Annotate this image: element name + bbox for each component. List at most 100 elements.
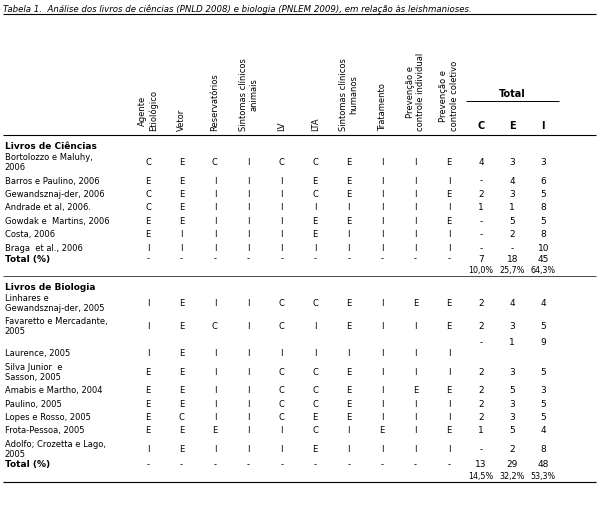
Text: I: I [381, 299, 383, 308]
Text: E: E [380, 427, 384, 436]
Text: E: E [313, 176, 318, 185]
Text: 25,7%: 25,7% [500, 266, 525, 275]
Text: I: I [414, 350, 417, 359]
Text: I: I [214, 445, 216, 454]
Text: I: I [214, 217, 216, 226]
Text: E: E [179, 158, 184, 167]
Text: I: I [281, 427, 283, 436]
Text: I: I [414, 190, 417, 199]
Text: 1: 1 [509, 203, 515, 212]
Text: I: I [214, 299, 216, 308]
Text: I: I [448, 400, 450, 409]
Text: 5: 5 [509, 386, 515, 395]
Text: 3: 3 [509, 413, 515, 422]
Text: I: I [281, 190, 283, 199]
Text: 5: 5 [509, 217, 515, 226]
Text: Amabis e Martho, 2004: Amabis e Martho, 2004 [5, 386, 102, 395]
Text: 3: 3 [540, 386, 546, 395]
Text: I: I [281, 445, 283, 454]
Text: 2: 2 [478, 400, 484, 409]
Text: 3: 3 [540, 158, 546, 167]
Text: E: E [179, 350, 184, 359]
Text: C: C [212, 158, 218, 167]
Text: I: I [381, 217, 383, 226]
Text: 53,3%: 53,3% [531, 472, 556, 481]
Text: -: - [146, 254, 150, 263]
Text: C: C [279, 413, 285, 422]
Text: E: E [179, 400, 184, 409]
Text: I: I [214, 190, 216, 199]
Text: C: C [312, 190, 318, 199]
Text: Livros de Biologia: Livros de Biologia [5, 283, 96, 292]
Text: E: E [346, 176, 351, 185]
Text: -: - [479, 338, 483, 347]
Text: LV: LV [277, 121, 287, 131]
Text: E: E [447, 190, 451, 199]
Text: I: I [247, 299, 250, 308]
Text: 10: 10 [537, 244, 549, 253]
Text: I: I [247, 158, 250, 167]
Text: 3: 3 [509, 158, 515, 167]
Text: 4: 4 [540, 299, 546, 308]
Text: C: C [212, 322, 218, 331]
Text: 5: 5 [540, 413, 546, 422]
Text: 5: 5 [540, 367, 546, 376]
Text: I: I [381, 190, 383, 199]
Text: Adolfo; Crozetta e Lago,
2005: Adolfo; Crozetta e Lago, 2005 [5, 440, 106, 459]
Text: I: I [314, 244, 316, 253]
Text: I: I [381, 322, 383, 331]
Text: -: - [479, 217, 483, 226]
Text: 5: 5 [509, 427, 515, 436]
Text: I: I [381, 400, 383, 409]
Text: 14,5%: 14,5% [469, 472, 494, 481]
Text: E: E [179, 367, 184, 376]
Text: I: I [281, 217, 283, 226]
Text: -: - [213, 460, 217, 469]
Text: -: - [280, 254, 284, 263]
Text: Frota-Pessoa, 2005: Frota-Pessoa, 2005 [5, 427, 84, 436]
Text: 4: 4 [509, 176, 515, 185]
Text: 10,0%: 10,0% [469, 266, 494, 275]
Text: 3: 3 [509, 322, 515, 331]
Text: E: E [413, 299, 418, 308]
Text: E: E [346, 367, 351, 376]
Text: I: I [247, 217, 250, 226]
Text: 32,2%: 32,2% [500, 472, 525, 481]
Text: 3: 3 [509, 400, 515, 409]
Text: C: C [145, 190, 151, 199]
Text: E: E [179, 190, 184, 199]
Text: Sintomas clínicos
humanos: Sintomas clínicos humanos [339, 58, 358, 131]
Text: -: - [247, 254, 250, 263]
Text: -: - [447, 254, 451, 263]
Text: I: I [281, 203, 283, 212]
Text: I: I [414, 230, 417, 239]
Text: -: - [479, 230, 483, 239]
Text: E: E [146, 367, 150, 376]
Text: -: - [414, 460, 417, 469]
Text: -: - [479, 244, 483, 253]
Text: -: - [380, 460, 384, 469]
Text: I: I [347, 244, 350, 253]
Text: E: E [346, 299, 351, 308]
Text: I: I [247, 427, 250, 436]
Text: E: E [346, 400, 351, 409]
Text: -: - [313, 460, 317, 469]
Text: C: C [279, 386, 285, 395]
Text: 4: 4 [540, 427, 546, 436]
Text: E: E [447, 158, 451, 167]
Text: I: I [214, 350, 216, 359]
Text: 1: 1 [509, 338, 515, 347]
Text: C: C [279, 367, 285, 376]
Text: E: E [346, 190, 351, 199]
Text: I: I [247, 244, 250, 253]
Text: I: I [214, 400, 216, 409]
Text: E: E [213, 427, 217, 436]
Text: LTA: LTA [310, 117, 320, 131]
Text: Prevenção e
controle coletivo: Prevenção e controle coletivo [439, 61, 458, 131]
Text: I: I [247, 400, 250, 409]
Text: Tratamento: Tratamento [377, 83, 387, 131]
Text: E: E [146, 427, 150, 436]
Text: 45: 45 [537, 254, 549, 263]
Text: E: E [346, 322, 351, 331]
Text: 64,3%: 64,3% [531, 266, 556, 275]
